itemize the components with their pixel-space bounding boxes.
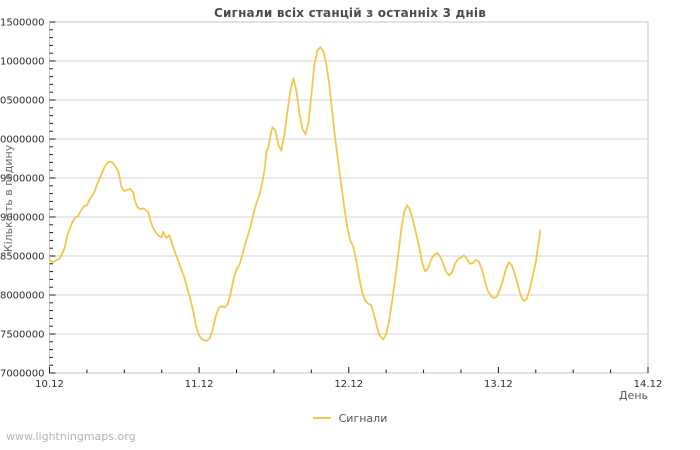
x-axis-label: День <box>618 389 648 402</box>
y-tick-label: 8000000 <box>0 291 45 302</box>
y-tick-label: 7000000 <box>0 369 45 380</box>
y-tick-label: 9000000 <box>0 213 45 224</box>
x-tick-label: 14.12 <box>634 379 663 390</box>
watermark-url: www.lightningmaps.org <box>6 430 136 443</box>
chart-legend: Сигнали <box>0 411 700 425</box>
y-tick-label: 11000000 <box>0 57 45 68</box>
y-tick-label: 7500000 <box>0 330 45 341</box>
plot-border <box>49 21 649 374</box>
y-tick-label: 9500000 <box>0 174 45 185</box>
signals-series-line <box>48 46 542 342</box>
y-tick-label: 10500000 <box>0 96 45 107</box>
x-tick-label: 12.12 <box>334 379 363 390</box>
x-tick-label: 13.12 <box>484 379 513 390</box>
x-tick-label: 10.12 <box>35 379 64 390</box>
y-axis-label: Кількість в годину <box>2 144 15 253</box>
legend-line-swatch-icon <box>312 417 331 419</box>
y-tick-label: 11500000 <box>0 18 45 29</box>
legend-series-label: Сигнали <box>338 411 388 425</box>
y-tick-label: 8500000 <box>0 252 45 263</box>
x-tick-label: 11.12 <box>185 379 214 390</box>
chart-title: Сигнали всіх станцій з останніх 3 днів <box>213 6 487 20</box>
